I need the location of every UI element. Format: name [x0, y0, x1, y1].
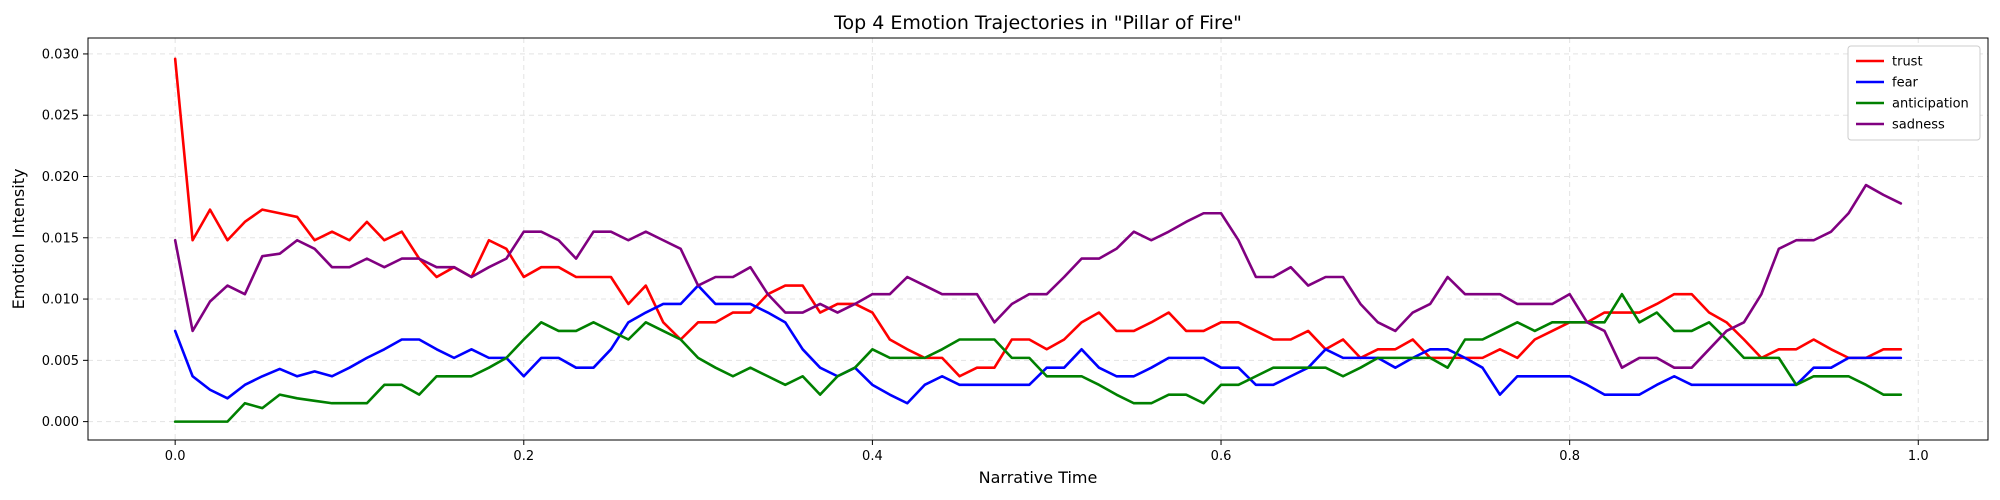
x-tick-label: 1.0: [1908, 449, 1929, 464]
legend-label-trust: trust: [1892, 55, 1923, 70]
y-axis-ticks: 0.000 0.005 0.010 0.015 0.020 0.025 0.030: [42, 47, 88, 430]
y-tick-label: 0.030: [42, 47, 79, 62]
y-tick-label: 0.015: [42, 231, 79, 246]
plot-frame: [87, 37, 1989, 441]
series-lines: [173, 57, 1903, 423]
y-tick-label: 0.020: [42, 170, 79, 185]
x-axis-ticks: 0.0 0.2 0.4 0.6 0.8 1.0: [165, 440, 1929, 464]
x-tick-label: 0.0: [165, 449, 186, 464]
chart-title: Top 4 Emotion Trajectories in "Pillar of…: [833, 12, 1242, 34]
y-tick-label: 0.025: [42, 109, 79, 124]
legend: trust fear anticipation sadness: [1847, 45, 1981, 141]
series-line-fear: [173, 284, 1903, 405]
y-tick-label: 0.000: [42, 415, 79, 430]
x-tick-label: 0.6: [1211, 449, 1232, 464]
y-tick-label: 0.010: [42, 293, 79, 308]
x-axis-label: Narrative Time: [979, 468, 1098, 487]
grid: [88, 38, 1988, 440]
series-line-sadness: [173, 183, 1903, 369]
y-axis-label: Emotion Intensity: [9, 169, 28, 310]
series-line-anticipation: [173, 292, 1903, 423]
legend-label-fear: fear: [1892, 76, 1919, 91]
series-line-trust: [173, 57, 1903, 378]
x-tick-label: 0.8: [1559, 449, 1580, 464]
x-tick-label: 0.2: [513, 449, 534, 464]
legend-label-sadness: sadness: [1892, 118, 1945, 133]
legend-box: [1847, 45, 1981, 141]
legend-label-anticipation: anticipation: [1892, 97, 1969, 112]
x-tick-label: 0.4: [862, 449, 883, 464]
y-tick-label: 0.005: [42, 354, 79, 369]
